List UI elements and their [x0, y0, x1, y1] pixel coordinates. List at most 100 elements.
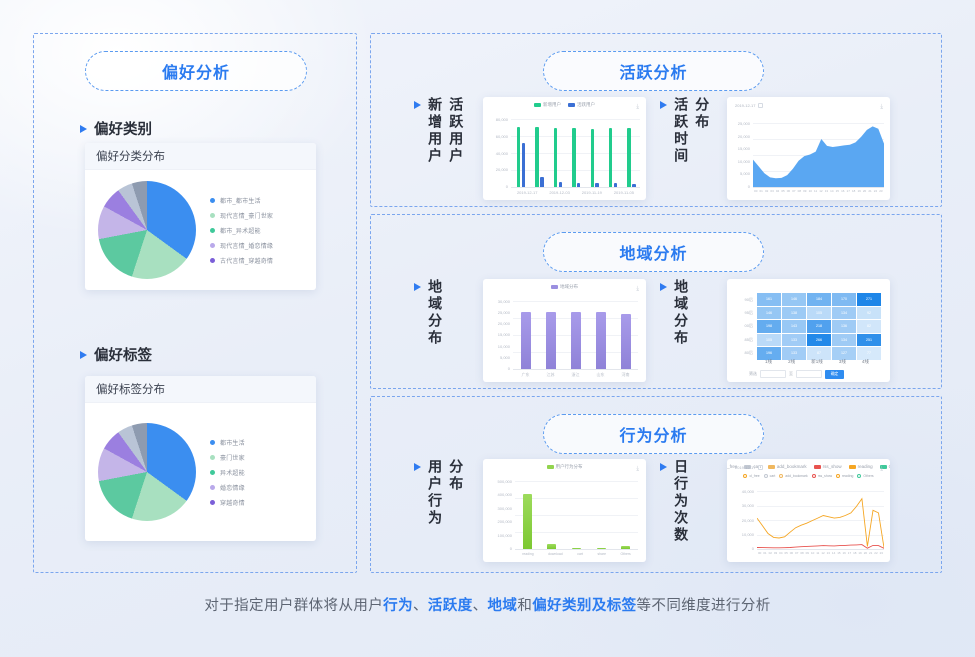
panel-activity-analysis: [370, 33, 942, 207]
heatmap-cell[interactable]: 184: [807, 293, 831, 306]
x-tick-label: 02: [764, 189, 769, 193]
x-axis-line: [515, 549, 638, 550]
heatmap-cell[interactable]: 105: [757, 333, 781, 346]
legend-label: add_bookmark: [785, 474, 808, 478]
legend-marker: [779, 474, 784, 478]
x-axis-ticks: 广东 江苏 浙江 山东 河南: [513, 372, 638, 378]
x-tick-label: 00: [754, 189, 758, 193]
download-icon[interactable]: ⤓: [880, 104, 883, 110]
gridline: [513, 301, 638, 302]
heatmap-cell[interactable]: 146: [782, 293, 806, 306]
caption-part-2: 、: [412, 598, 428, 614]
x-tick-label: 08: [797, 189, 802, 193]
heatmap-cell[interactable]: 134: [832, 306, 856, 319]
bar-新增用户: [572, 127, 576, 187]
row-label: 用户行为: [427, 459, 444, 527]
caption-part-5: 等不同维度进行分析: [636, 598, 771, 614]
heatmap-cell[interactable]: 134: [832, 333, 856, 346]
heatmap-cell[interactable]: 127: [832, 347, 856, 360]
triangle-bullet-icon: [414, 101, 421, 109]
heatmap-cell[interactable]: 266: [807, 333, 831, 346]
x-tick-label: 2019-12-03: [549, 190, 570, 195]
legend-color-dot: [210, 242, 215, 248]
legend-color-dot: [210, 257, 215, 263]
legend-item[interactable]: rss_show: [811, 474, 832, 478]
legend-item[interactable]: add_bookmark: [779, 474, 808, 478]
caption-part-4: 和: [517, 598, 533, 614]
gridline: [511, 119, 640, 120]
heatmap-y-labels: 90后 95后 00后 85后 80后: [733, 293, 753, 360]
x-axis-line: [753, 187, 884, 188]
heatmap-cell[interactable]: 136: [832, 320, 856, 333]
y-axis-ticks: 25,000 20,000 15,000 10,000 5,000 0: [729, 121, 750, 189]
x-tick-label: 01: [759, 189, 763, 193]
heatmap-cell[interactable]: 161: [757, 293, 781, 306]
y-tick-label: 15,000: [737, 146, 750, 152]
chart-card-daily-behavior-line: cl_freecartadd_bookmarkrss_showreadingOt…: [727, 459, 890, 562]
legend-item: add_bookmark: [767, 464, 807, 469]
y-axis-ticks: 30,000 25,000 20,000 15,000 10,000 5,000 0: [485, 299, 510, 371]
heatmap-cell[interactable]: 138: [782, 306, 806, 319]
card-title: 偏好分类分布: [85, 143, 316, 170]
bar-新增用户: [535, 127, 539, 187]
download-icon[interactable]: ⤓: [636, 466, 639, 472]
heatmap-cell[interactable]: 271: [857, 293, 881, 306]
caption-keyword-behavior: 行为: [383, 598, 413, 614]
heatmap-controls: 筛选 至 确定: [749, 369, 844, 379]
heatmap-cell[interactable]: 251: [857, 333, 881, 346]
download-icon[interactable]: ⤓: [880, 466, 883, 472]
bar-活跃用户: [521, 143, 526, 187]
date-filter-chip[interactable]: 2019-12-17: [735, 465, 764, 470]
row-region-distribution-left: 地域分布: [414, 279, 443, 347]
chart-card-new-active-users: 新增用户 活跃用户 ⤓ 80,000 60,000 40,000 20,000 0 2019-1…: [483, 97, 646, 200]
heatmap-cell[interactable]: 105: [807, 306, 831, 319]
heatmap-cell[interactable]: 87: [807, 347, 831, 360]
legend-item: cl_free: [727, 464, 737, 469]
heatmap-range-input-from[interactable]: [760, 370, 786, 378]
legend-item[interactable]: cart: [763, 474, 776, 478]
heatmap-cell[interactable]: 133: [782, 333, 806, 346]
download-icon[interactable]: ⤓: [636, 104, 639, 110]
gridline: [757, 505, 884, 507]
legend-item[interactable]: reading: [836, 474, 853, 478]
x-tick-label: 13: [826, 551, 830, 555]
chart-legend: cl_free cart add_bookmark rss_show reading Ot…: [727, 474, 890, 478]
legend-item[interactable]: cl_free: [743, 474, 760, 478]
x-tick-label: download: [548, 552, 563, 556]
date-filter-chip[interactable]: 2019-12-17: [735, 103, 764, 108]
x-tick-label: 08: [800, 551, 804, 555]
calendar-icon: [758, 465, 764, 470]
heatmap-x-label: 4线: [861, 358, 869, 364]
x-tick-label: 18: [851, 189, 856, 193]
legend-marker: [811, 474, 816, 478]
heatmap-cell[interactable]: 196: [757, 347, 781, 360]
legend-item: 都市生活: [210, 438, 245, 447]
heatmap-cell[interactable]: 82: [857, 320, 881, 333]
download-icon[interactable]: ⤓: [636, 286, 639, 292]
row-user-behavior: 用户行为 分布: [414, 459, 464, 527]
legend-swatch: [546, 465, 554, 469]
heatmap-range-input-to[interactable]: [796, 370, 822, 378]
legend-label: Others: [863, 474, 874, 478]
bar-新增用户: [590, 128, 594, 187]
legend-item[interactable]: Others: [857, 474, 874, 478]
caption-keyword-activity: 活跃度: [427, 598, 473, 614]
heatmap-cell[interactable]: 198: [757, 320, 781, 333]
x-tick-label: 17: [846, 189, 850, 193]
heatmap-confirm-button[interactable]: 确定: [825, 369, 844, 379]
heatmap-cell[interactable]: 218: [807, 320, 831, 333]
heatmap-cell[interactable]: 133: [782, 347, 806, 360]
y-axis-ticks: 500,000 400,000 300,000 200,000 100,000 0: [485, 479, 512, 551]
heatmap-cell[interactable]: 146: [757, 306, 781, 319]
legend-label: cart: [769, 474, 776, 478]
heatmap-cell[interactable]: 77: [857, 347, 881, 360]
section-heading-label: 偏好标签: [94, 348, 152, 364]
legend-label: reading: [857, 464, 873, 469]
heatmap-cell[interactable]: 170: [832, 293, 856, 306]
legend-swatch: [744, 464, 752, 469]
legend-marker: [836, 474, 841, 478]
date-label: 2019-12-17: [735, 103, 756, 108]
heatmap-cell[interactable]: 92: [857, 306, 881, 319]
legend-swatch: [767, 464, 775, 469]
heatmap-cell[interactable]: 143: [782, 320, 806, 333]
